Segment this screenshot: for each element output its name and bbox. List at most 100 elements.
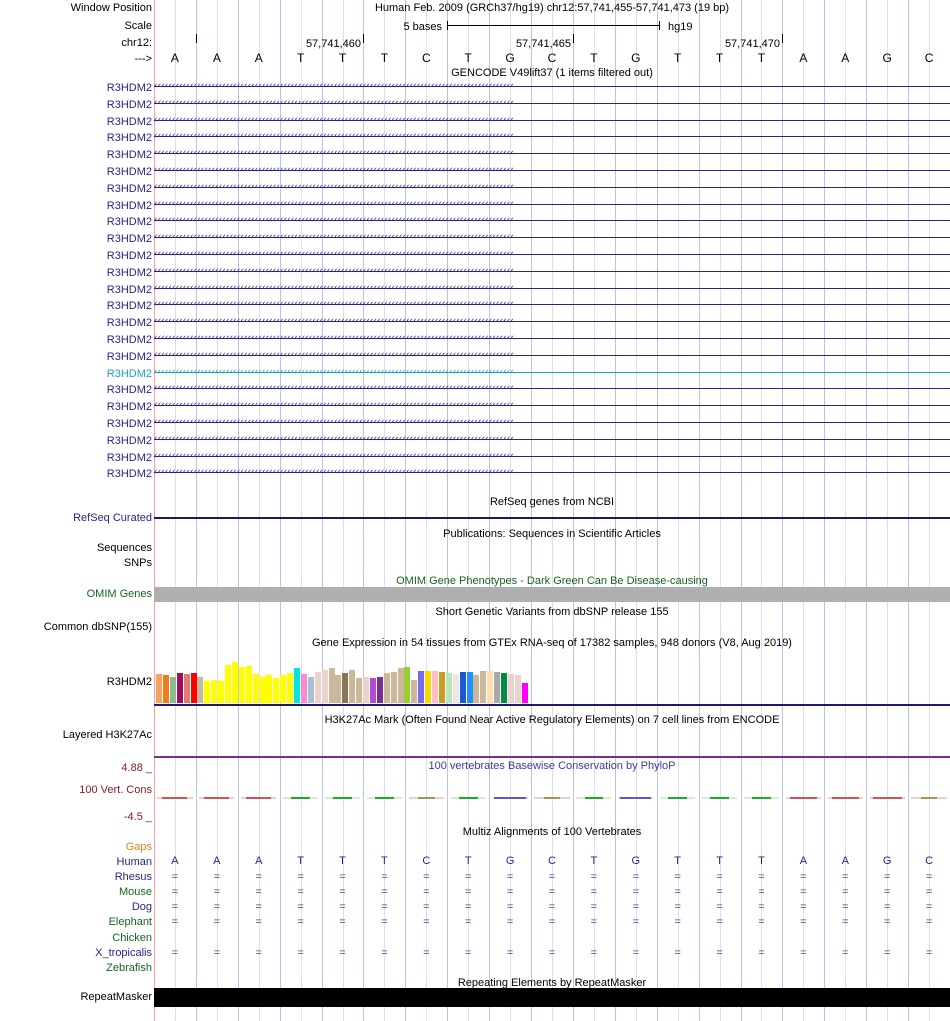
gencode-gene-label[interactable]: R3HDM2 xyxy=(106,183,152,195)
gtex-tissue-bar[interactable] xyxy=(321,670,328,703)
gtex-tissue-bar[interactable] xyxy=(204,681,211,703)
gencode-gene-label[interactable]: R3HDM2 xyxy=(106,267,152,279)
gtex-tissue-bar[interactable] xyxy=(376,677,383,703)
gencode-gene-row[interactable]: ‹‹‹‹‹‹‹‹‹‹‹‹‹‹‹‹‹‹‹‹‹‹‹‹‹‹‹‹‹‹‹‹‹‹‹‹‹‹‹‹… xyxy=(154,99,950,108)
gtex-tissue-bar[interactable] xyxy=(432,671,438,703)
gtex-tissue-bar[interactable] xyxy=(176,673,183,703)
gencode-gene-row[interactable]: ‹‹‹‹‹‹‹‹‹‹‹‹‹‹‹‹‹‹‹‹‹‹‹‹‹‹‹‹‹‹‹‹‹‹‹‹‹‹‹‹… xyxy=(154,384,950,393)
gencode-gene-label[interactable]: R3HDM2 xyxy=(106,166,152,178)
gencode-gene-label[interactable]: R3HDM2 xyxy=(106,317,152,329)
gtex-tissue-bar[interactable] xyxy=(273,678,280,703)
gencode-gene-row[interactable]: ‹‹‹‹‹‹‹‹‹‹‹‹‹‹‹‹‹‹‹‹‹‹‹‹‹‹‹‹‹‹‹‹‹‹‹‹‹‹‹‹… xyxy=(154,351,950,360)
gtex-tissue-bar[interactable] xyxy=(342,673,349,703)
gtex-tissue-bar[interactable] xyxy=(487,671,494,703)
gtex-tissue-bar[interactable] xyxy=(445,673,452,703)
gtex-tissue-bar[interactable] xyxy=(363,677,369,703)
gencode-gene-label[interactable]: R3HDM2 xyxy=(106,384,152,396)
gtex-tissue-bar[interactable] xyxy=(162,675,169,703)
gtex-tissue-bar[interactable] xyxy=(218,681,225,703)
gencode-gene-label[interactable]: R3HDM2 xyxy=(106,200,152,212)
gtex-tissue-bar[interactable] xyxy=(514,675,521,703)
gencode-gene-row[interactable]: ‹‹‹‹‹‹‹‹‹‹‹‹‹‹‹‹‹‹‹‹‹‹‹‹‹‹‹‹‹‹‹‹‹‹‹‹‹‹‹‹… xyxy=(154,284,950,293)
gencode-gene-label[interactable]: R3HDM2 xyxy=(106,300,152,312)
phylop-bar[interactable] xyxy=(752,797,771,799)
gencode-gene-row[interactable]: ‹‹‹‹‹‹‹‹‹‹‹‹‹‹‹‹‹‹‹‹‹‹‹‹‹‹‹‹‹‹‹‹‹‹‹‹‹‹‹‹… xyxy=(154,132,950,141)
gtex-tissue-bar[interactable] xyxy=(245,666,252,703)
gtex-tissue-bar[interactable] xyxy=(383,673,390,703)
phylop-bar[interactable] xyxy=(620,797,652,799)
gencode-gene-label[interactable]: R3HDM2 xyxy=(106,452,152,464)
gencode-gene-label[interactable]: R3HDM2 xyxy=(106,351,152,363)
gtex-tissue-bar[interactable] xyxy=(494,672,501,703)
gtex-tissue-bar[interactable] xyxy=(418,671,425,703)
gencode-gene-label[interactable]: R3HDM2 xyxy=(106,82,152,94)
gtex-tissue-bar[interactable] xyxy=(225,665,231,703)
gtex-tissue-bar[interactable] xyxy=(266,675,273,703)
gtex-tissue-bar[interactable] xyxy=(328,668,335,703)
phylop-bar[interactable] xyxy=(418,797,435,799)
gtex-tissue-bar[interactable] xyxy=(294,668,300,703)
gtex-tissue-bar[interactable] xyxy=(307,677,314,703)
gencode-gene-row[interactable]: ‹‹‹‹‹‹‹‹‹‹‹‹‹‹‹‹‹‹‹‹‹‹‹‹‹‹‹‹‹‹‹‹‹‹‹‹‹‹‹‹… xyxy=(154,452,950,461)
gencode-gene-label[interactable]: R3HDM2 xyxy=(106,468,152,480)
gtex-tissue-bar[interactable] xyxy=(335,675,342,703)
gtex-tissue-bar[interactable] xyxy=(459,672,466,703)
gencode-gene-label[interactable]: R3HDM2 xyxy=(106,284,152,296)
gtex-tissue-bar[interactable] xyxy=(369,678,376,703)
gtex-tissue-bar[interactable] xyxy=(349,670,356,703)
gencode-gene-row[interactable]: ‹‹‹‹‹‹‹‹‹‹‹‹‹‹‹‹‹‹‹‹‹‹‹‹‹‹‹‹‹‹‹‹‹‹‹‹‹‹‹‹… xyxy=(154,116,950,125)
gencode-gene-label[interactable]: R3HDM2 xyxy=(106,132,152,144)
omim-gene-band[interactable] xyxy=(154,587,950,602)
gtex-tissue-bar[interactable] xyxy=(390,672,397,703)
gencode-gene-label[interactable]: R3HDM2 xyxy=(106,334,152,346)
gtex-tissue-bar[interactable] xyxy=(259,677,266,703)
gtex-tissue-bar[interactable] xyxy=(411,680,418,703)
gtex-tissue-bar[interactable] xyxy=(211,680,218,703)
gencode-gene-label[interactable]: R3HDM2 xyxy=(106,216,152,228)
phylop-bar[interactable] xyxy=(333,797,352,799)
phylop-bar[interactable] xyxy=(494,797,526,799)
gtex-tissue-bar[interactable] xyxy=(197,677,204,703)
gtex-tissue-bar[interactable] xyxy=(238,667,245,703)
gencode-gene-row[interactable]: ‹‹‹‹‹‹‹‹‹‹‹‹‹‹‹‹‹‹‹‹‹‹‹‹‹‹‹‹‹‹‹‹‹‹‹‹‹‹‹‹… xyxy=(154,300,950,309)
gtex-tissue-bar[interactable] xyxy=(438,672,445,703)
gencode-gene-row[interactable]: ‹‹‹‹‹‹‹‹‹‹‹‹‹‹‹‹‹‹‹‹‹‹‹‹‹‹‹‹‹‹‹‹‹‹‹‹‹‹‹‹… xyxy=(154,250,950,259)
gtex-tissue-bar[interactable] xyxy=(404,667,411,703)
gtex-tissue-bar[interactable] xyxy=(190,673,197,703)
gencode-gene-row[interactable]: ‹‹‹‹‹‹‹‹‹‹‹‹‹‹‹‹‹‹‹‹‹‹‹‹‹‹‹‹‹‹‹‹‹‹‹‹‹‹‹‹… xyxy=(154,468,950,477)
gtex-tissue-bar[interactable] xyxy=(231,662,238,703)
gtex-tissue-bar[interactable] xyxy=(280,675,287,703)
gtex-tissue-bar[interactable] xyxy=(397,668,404,703)
gencode-gene-row[interactable]: ‹‹‹‹‹‹‹‹‹‹‹‹‹‹‹‹‹‹‹‹‹‹‹‹‹‹‹‹‹‹‹‹‹‹‹‹‹‹‹‹… xyxy=(154,200,950,209)
gencode-gene-row[interactable]: ‹‹‹‹‹‹‹‹‹‹‹‹‹‹‹‹‹‹‹‹‹‹‹‹‹‹‹‹‹‹‹‹‹‹‹‹‹‹‹‹… xyxy=(154,334,950,343)
gencode-gene-label[interactable]: R3HDM2 xyxy=(106,368,152,380)
gencode-gene-label[interactable]: R3HDM2 xyxy=(106,149,152,161)
phylop-bar[interactable] xyxy=(872,797,902,799)
gtex-tissue-bar[interactable] xyxy=(501,673,507,703)
gencode-gene-label[interactable]: R3HDM2 xyxy=(106,116,152,128)
gtex-tissue-bar[interactable] xyxy=(480,671,487,703)
gtex-tissue-bar[interactable] xyxy=(473,675,480,703)
gtex-tissue-bar[interactable] xyxy=(156,674,162,703)
gtex-tissue-bar[interactable] xyxy=(425,671,432,703)
gtex-tissue-bar[interactable] xyxy=(521,683,528,703)
phylop-bar[interactable] xyxy=(543,797,561,799)
gencode-gene-row[interactable]: ‹‹‹‹‹‹‹‹‹‹‹‹‹‹‹‹‹‹‹‹‹‹‹‹‹‹‹‹‹‹‹‹‹‹‹‹‹‹‹‹… xyxy=(154,368,950,377)
gencode-gene-label[interactable]: R3HDM2 xyxy=(106,435,152,447)
phylop-bar[interactable] xyxy=(375,797,394,799)
gtex-tissue-bar[interactable] xyxy=(466,672,473,703)
gtex-tissue-bar[interactable] xyxy=(287,673,294,703)
repeatmasker-band[interactable] xyxy=(154,988,950,1007)
gencode-gene-label[interactable]: R3HDM2 xyxy=(106,233,152,245)
gtex-tissue-bar[interactable] xyxy=(314,672,321,703)
phylop-bar[interactable] xyxy=(710,797,729,799)
gtex-tissue-bar[interactable] xyxy=(452,674,459,703)
gencode-gene-label[interactable]: R3HDM2 xyxy=(106,401,152,413)
gencode-gene-row[interactable]: ‹‹‹‹‹‹‹‹‹‹‹‹‹‹‹‹‹‹‹‹‹‹‹‹‹‹‹‹‹‹‹‹‹‹‹‹‹‹‹‹… xyxy=(154,183,950,192)
phylop-bar[interactable] xyxy=(246,797,272,799)
phylop-bar[interactable] xyxy=(920,797,938,799)
gtex-tissue-bar[interactable] xyxy=(252,674,259,703)
gencode-gene-label[interactable]: R3HDM2 xyxy=(106,418,152,430)
gencode-gene-row[interactable]: ‹‹‹‹‹‹‹‹‹‹‹‹‹‹‹‹‹‹‹‹‹‹‹‹‹‹‹‹‹‹‹‹‹‹‹‹‹‹‹‹… xyxy=(154,82,950,91)
gencode-gene-row[interactable]: ‹‹‹‹‹‹‹‹‹‹‹‹‹‹‹‹‹‹‹‹‹‹‹‹‹‹‹‹‹‹‹‹‹‹‹‹‹‹‹‹… xyxy=(154,149,950,158)
